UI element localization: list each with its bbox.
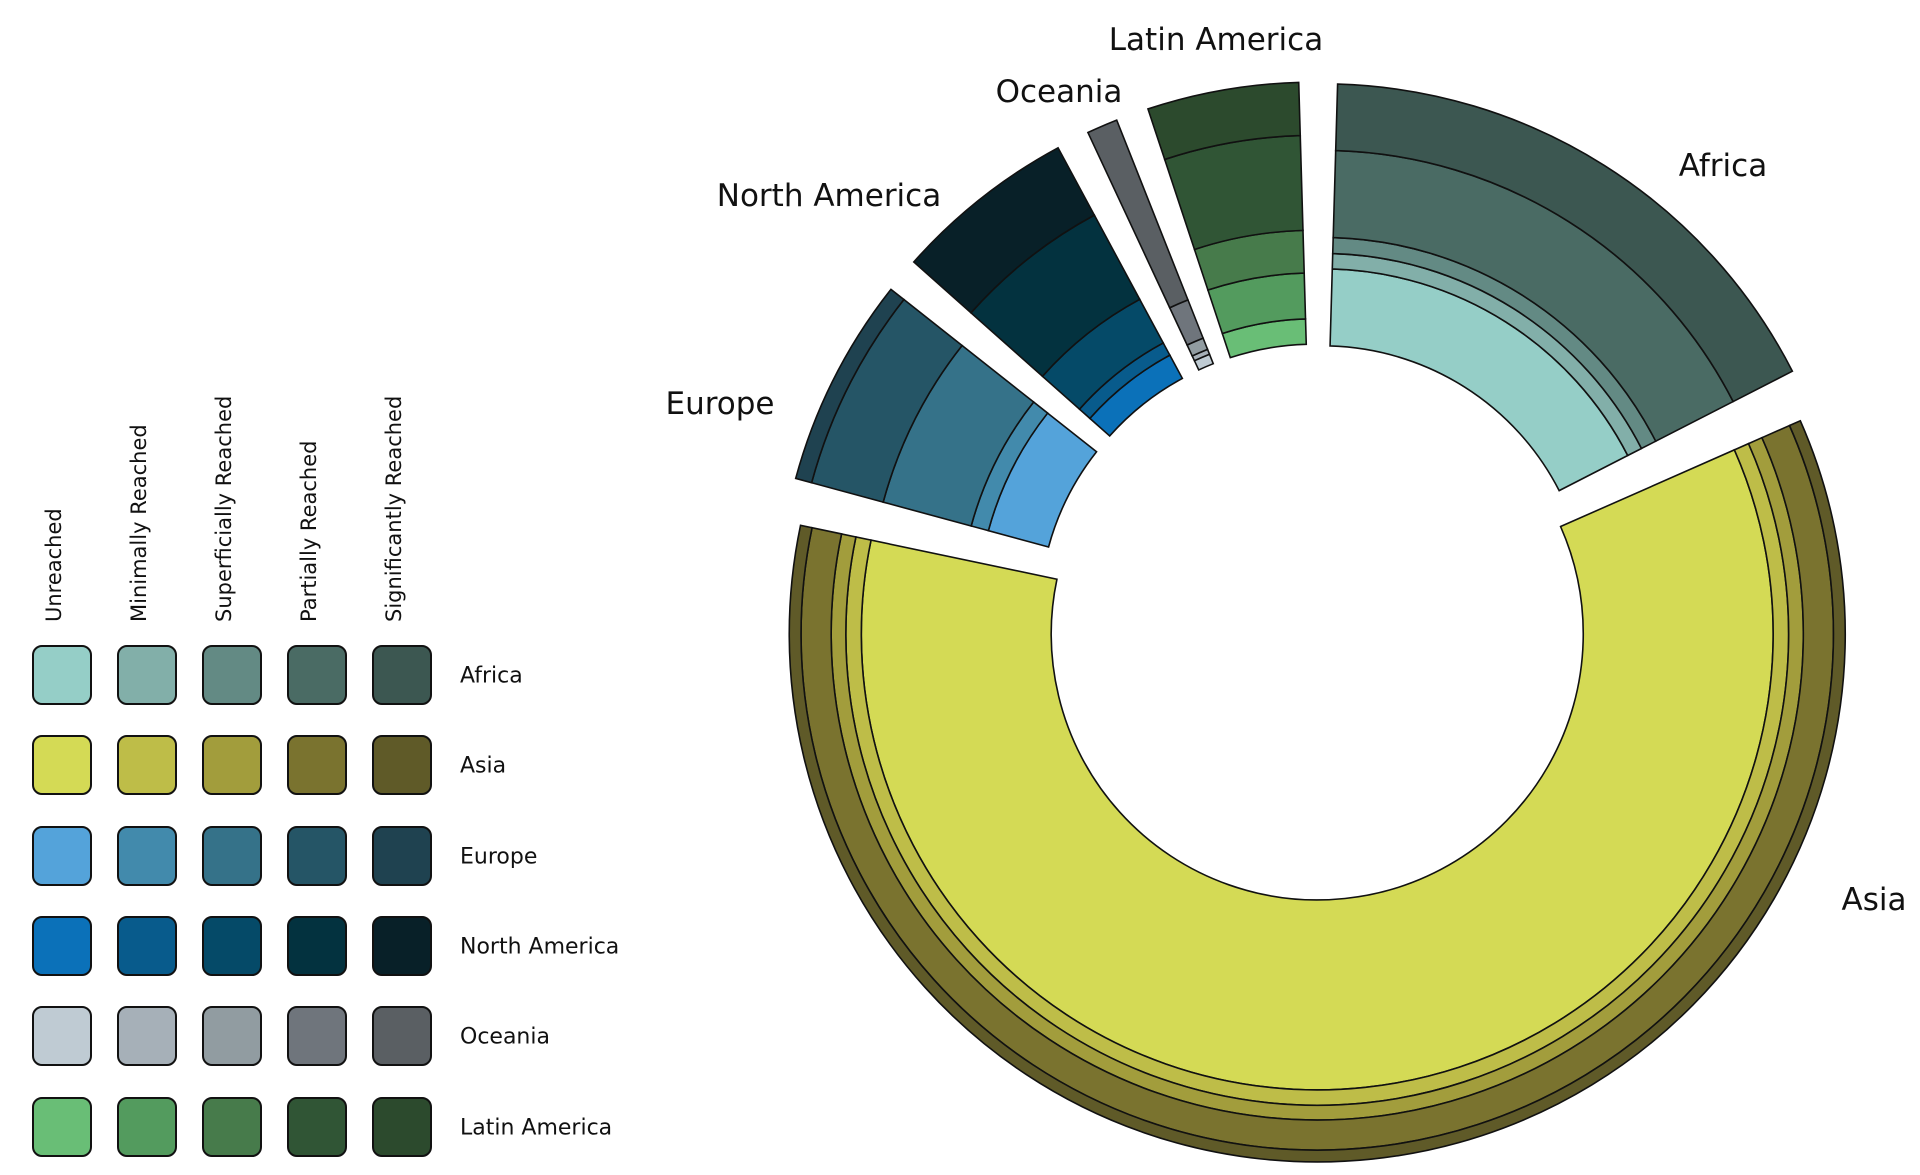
sector-latin-america (1146, 81, 1308, 359)
legend-swatch-europe-minimally-reached (117, 826, 177, 886)
legend-row-label-oceania: Oceania (460, 1024, 550, 1050)
legend-swatch-north-america-partially-reached (287, 916, 347, 976)
arc-europe-significantly-reached (794, 288, 906, 484)
legend-swatch-north-america-superficially-reached (202, 916, 262, 976)
legend-swatch-oceania-partially-reached (287, 1006, 347, 1066)
legend-swatch-latin-america-superficially-reached (202, 1097, 262, 1157)
legend-swatch-asia-minimally-reached (117, 735, 177, 795)
arc-oceania-significantly-reached (1086, 119, 1189, 309)
region-label-latin-america: Latin America (1108, 22, 1324, 58)
arc-north-america-significantly-reached (912, 146, 1096, 314)
legend-header-significantly-reached: Significantly Reached (382, 395, 406, 622)
legend-swatch-africa-minimally-reached (117, 645, 177, 705)
legend-row-label-asia: Asia (460, 753, 507, 779)
region-label-europe: Europe (665, 386, 775, 422)
legend-swatch-oceania-superficially-reached (202, 1006, 262, 1066)
legend-swatch-africa-unreached (32, 645, 92, 705)
arc-asia-significantly-reached (788, 419, 1846, 1163)
region-label-asia: Asia (1841, 882, 1907, 918)
sector-asia (788, 419, 1846, 1163)
legend-swatch-europe-unreached (32, 826, 92, 886)
legend-row-label-africa: Africa (460, 663, 523, 689)
arc-oceania-partially-reached (1168, 298, 1205, 347)
arc-africa-significantly-reached (1334, 83, 1794, 403)
legend-header-superficially-reached: Superficially Reached (212, 395, 236, 622)
legend-swatch-north-america-minimally-reached (117, 916, 177, 976)
region-label-north-america: North America (716, 178, 942, 214)
legend-level-headers: Unreached Minimally Reached Superficiall… (0, 0, 480, 622)
sector-north-america (912, 146, 1184, 438)
legend-header-minimally-reached: Minimally Reached (127, 424, 151, 622)
sector-europe (794, 288, 1098, 548)
legend-swatch-latin-america-unreached (32, 1097, 92, 1157)
region-label-oceania: Oceania (995, 74, 1123, 110)
legend-swatch-europe-significantly-reached (372, 826, 432, 886)
legend-row-label-north-america: North America (460, 934, 620, 960)
legend-swatch-africa-partially-reached (287, 645, 347, 705)
legend-swatch-europe-partially-reached (287, 826, 347, 886)
legend-swatch-oceania-unreached (32, 1006, 92, 1066)
legend-swatch-africa-significantly-reached (372, 645, 432, 705)
legend-swatch-north-america-unreached (32, 916, 92, 976)
legend-swatch-oceania-minimally-reached (117, 1006, 177, 1066)
sector-oceania (1086, 119, 1215, 372)
legend-row-label-latin-america: Latin America (460, 1115, 613, 1141)
legend-swatch-latin-america-partially-reached (287, 1097, 347, 1157)
legend-swatch-asia-superficially-reached (202, 735, 262, 795)
legend-swatch-latin-america-minimally-reached (117, 1097, 177, 1157)
legend-swatch-asia-unreached (32, 735, 92, 795)
legend-swatch-north-america-significantly-reached (372, 916, 432, 976)
legend-swatch-asia-partially-reached (287, 735, 347, 795)
region-label-africa: Africa (1678, 148, 1768, 184)
legend-swatch-africa-superficially-reached (202, 645, 262, 705)
sector-africa (1329, 83, 1794, 492)
legend-swatch-europe-superficially-reached (202, 826, 262, 886)
legend-swatch-latin-america-significantly-reached (372, 1097, 432, 1157)
legend-swatch-oceania-significantly-reached (372, 1006, 432, 1066)
legend-swatch-asia-significantly-reached (372, 735, 432, 795)
arc-latin-america-significantly-reached (1146, 81, 1302, 161)
legend-header-partially-reached: Partially Reached (297, 440, 321, 622)
legend-row-label-europe: Europe (460, 844, 538, 870)
legend-header-unreached: Unreached (42, 508, 66, 622)
